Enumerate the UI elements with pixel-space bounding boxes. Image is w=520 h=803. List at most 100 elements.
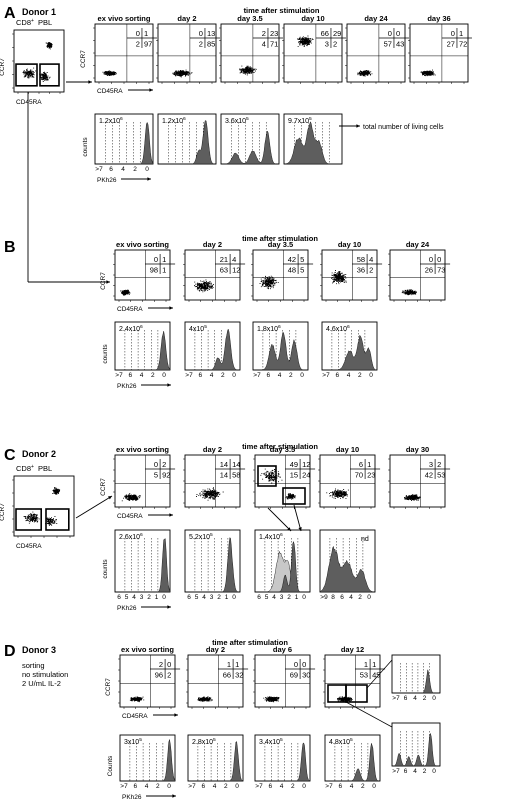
quadrant-ll-value: 98 <box>150 266 158 275</box>
pkh26-division-tick: 2 <box>291 783 295 790</box>
histogram-area <box>392 732 440 767</box>
pkh26-axis-arrow-head <box>167 605 171 609</box>
dot-plot: 0 0 57 43 <box>346 23 409 83</box>
quadrant-ul-value: 2 <box>159 660 163 669</box>
quadrant-lr-value: 85 <box>207 40 215 49</box>
quadrant-lr-value: 72 <box>459 40 467 49</box>
x-axis-pkh26: PKh26 <box>97 177 117 184</box>
scatter-events <box>172 69 193 78</box>
not-determined-label: nd <box>361 536 369 543</box>
quadrant-ur-value: 12 <box>302 460 310 469</box>
scatter-events <box>420 69 436 77</box>
gate-arrow-a-head <box>88 80 92 84</box>
quadrant-lr-value: 58 <box>232 471 240 480</box>
quadrant-ur-value: 23 <box>270 29 278 38</box>
quadrant-lr-value: 5 <box>300 266 304 275</box>
pkh26-division-tick: >7 <box>95 166 103 173</box>
quadrant-ul-value: 0 <box>199 29 203 38</box>
total-living-cells-label: total number of living cells <box>363 124 444 131</box>
pbl-text: PBL <box>38 18 52 27</box>
quadrant-ll-value: 27 <box>447 40 455 49</box>
dot-plot: 2 23 4 71 <box>220 23 283 83</box>
living-cell-count: 1.4x106 <box>259 532 283 541</box>
gate-cd45ra-pos <box>39 63 60 87</box>
quadrant-ll-value: 3 <box>325 40 329 49</box>
gate-arrow-c-head <box>108 496 112 500</box>
pkh26-division-tick: 8 <box>331 594 335 601</box>
pkh26-division-tick: 2 <box>423 695 427 702</box>
histogram-area <box>188 741 244 782</box>
timepoint-header: day 12 <box>341 645 364 654</box>
living-cell-count-base: 5.2x10 <box>189 534 210 541</box>
log-axis-ticks <box>12 33 61 94</box>
living-cell-count-base: 1.4x10 <box>259 534 280 541</box>
donor-label: Donor 3 <box>22 645 56 655</box>
quadrant-ul-value: 1 <box>227 660 231 669</box>
x-axis-cd45ra: CD45RA <box>122 713 148 720</box>
gate-to-hist-arrow-1-head <box>287 527 291 531</box>
living-cell-count-exp: 5 <box>246 116 249 122</box>
scatter-events <box>260 468 296 500</box>
pkh26-division-tick: 4 <box>413 768 417 775</box>
cd8-pbl-label: CD8+ PBL <box>16 18 52 27</box>
quadrant-lr-value: 32 <box>235 671 243 680</box>
pkh26-division-tick: 6 <box>187 594 191 601</box>
cd45ra-axis-arrow-head <box>174 713 178 717</box>
timepoint-header: day 3.5 <box>237 14 262 23</box>
quadrant-lr-value: 12 <box>232 266 240 275</box>
log-axis-ticks <box>186 658 240 709</box>
log-axis-ticks <box>156 27 213 84</box>
quadrant-ll-value: 5 <box>154 471 158 480</box>
living-cell-count-base: 4.6x10 <box>326 326 347 333</box>
quadrant-ll-value: 2 <box>136 40 140 49</box>
pkh26-division-tick: 2 <box>133 166 137 173</box>
histogram-area <box>120 739 176 782</box>
x-axis-pkh26: PKh26 <box>117 383 137 390</box>
living-cell-count-exp: 6 <box>280 532 283 538</box>
y-axis-ccr7: CCR7 <box>0 503 6 521</box>
scatter-events <box>121 493 141 502</box>
pkh26-division-tick: 5 <box>195 594 199 601</box>
pkh26-division-tick: >7 <box>325 783 333 790</box>
living-cell-count-base: 1.2x10 <box>162 118 183 125</box>
gate-to-hist-arrow-1 <box>267 507 292 532</box>
x-axis-pkh26: PKh26 <box>122 794 142 801</box>
living-cell-count-base: 4.8x10 <box>329 739 350 746</box>
pkh26-division-tick: 4 <box>272 594 276 601</box>
dot-plot: 6 1 70 23 <box>319 454 381 508</box>
pkh26-division-tick: 0 <box>302 594 306 601</box>
scatter-events <box>326 488 349 499</box>
cd45ra-axis-arrow-head <box>149 88 153 92</box>
pkh26-division-tick: 3 <box>140 594 144 601</box>
dot-plot: 49 12 15 24 <box>254 454 316 508</box>
pkh26-division-tick: 4 <box>213 783 217 790</box>
cd8-sup: + <box>31 464 34 470</box>
timepoint-header: ex vivo sorting <box>116 445 169 454</box>
pkh26-division-tick: 6 <box>335 372 339 379</box>
pkh26-division-tick: >7 <box>185 372 193 379</box>
dot-plot: 3 2 42 53 <box>389 454 451 508</box>
scatter-events <box>357 70 373 77</box>
quadrant-ll-value: 70 <box>355 471 363 480</box>
pkh26-division-tick: 1 <box>225 594 229 601</box>
timepoint-header: day 2 <box>203 445 222 454</box>
living-cell-count-base: 1.2x10 <box>99 118 120 125</box>
timepoint-header: ex vivo sorting <box>116 240 169 249</box>
pkh26-histogram <box>187 734 244 782</box>
pkh26-division-tick: 3 <box>280 594 284 601</box>
timepoint-header: day 6 <box>273 645 292 654</box>
quadrant-ll-value: 96 <box>155 671 163 680</box>
dot-plot: 14 14 14 58 <box>184 454 246 508</box>
quadrant-ul-value: 0 <box>451 29 455 38</box>
quadrant-ul-value: 0 <box>388 29 392 38</box>
pkh26-histogram <box>321 321 378 371</box>
pkh26-division-tick: 2 <box>289 372 293 379</box>
panel-letter: D <box>4 643 16 660</box>
living-cell-count: 1.2x106 <box>99 116 123 125</box>
quadrant-ur-value: 0 <box>437 255 441 264</box>
pkh26-histogram <box>184 321 241 371</box>
quadrant-lr-value: 2 <box>167 671 171 680</box>
quadrant-ll-value: 66 <box>223 671 231 680</box>
living-cell-count-base: 9.7x10 <box>288 118 309 125</box>
x-axis-cd45ra: CD45RA <box>16 99 42 106</box>
